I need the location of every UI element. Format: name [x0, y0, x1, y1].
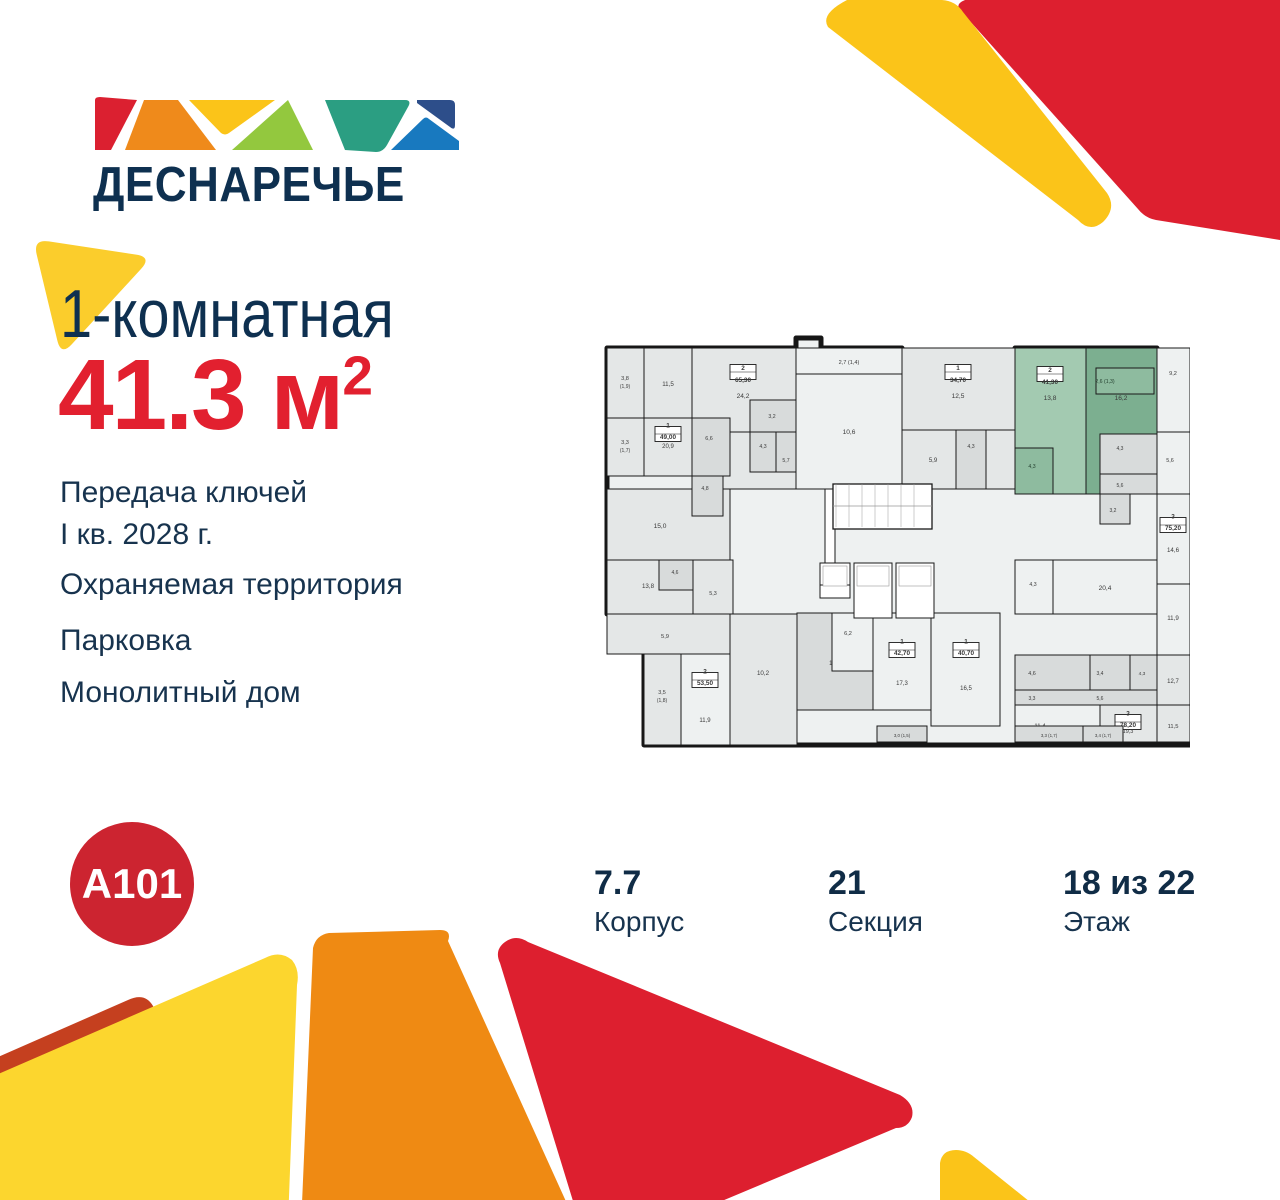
svg-text:12,7: 12,7 — [1167, 679, 1179, 685]
svg-text:3: 3 — [1126, 711, 1130, 718]
svg-text:3,0 (1,5): 3,0 (1,5) — [894, 733, 911, 738]
svg-text:3,2: 3,2 — [768, 414, 775, 420]
svg-text:1: 1 — [956, 365, 960, 372]
svg-text:20,9: 20,9 — [662, 444, 674, 450]
svg-text:34,70: 34,70 — [950, 377, 966, 384]
svg-text:10,2: 10,2 — [757, 670, 770, 677]
svg-text:65,30: 65,30 — [735, 377, 751, 384]
svg-text:4,3: 4,3 — [759, 444, 766, 450]
svg-text:42,70: 42,70 — [894, 650, 910, 657]
svg-text:6,6: 6,6 — [705, 436, 713, 442]
svg-text:24,2: 24,2 — [737, 393, 750, 400]
svg-text:5,9: 5,9 — [929, 458, 938, 464]
svg-text:(1,8): (1,8) — [657, 698, 668, 704]
svg-text:17,3: 17,3 — [896, 681, 908, 687]
svg-text:3: 3 — [1171, 514, 1175, 521]
svg-text:1: 1 — [666, 423, 670, 430]
svg-text:4,6: 4,6 — [672, 570, 679, 576]
svg-text:3,3 (1,7): 3,3 (1,7) — [1041, 733, 1058, 738]
svg-text:75,20: 75,20 — [1165, 525, 1181, 532]
svg-text:13,8: 13,8 — [1044, 395, 1057, 402]
svg-text:4,3: 4,3 — [1117, 446, 1124, 452]
svg-text:49,00: 49,00 — [660, 434, 676, 441]
svg-text:(1,9): (1,9) — [620, 384, 631, 390]
svg-text:2: 2 — [703, 669, 707, 676]
svg-text:5,9: 5,9 — [661, 634, 669, 640]
svg-text:5,6: 5,6 — [1097, 696, 1104, 702]
svg-text:5,3: 5,3 — [709, 591, 717, 597]
svg-text:4,3: 4,3 — [1028, 464, 1035, 470]
svg-text:2: 2 — [1048, 367, 1052, 374]
svg-text:11,9: 11,9 — [699, 718, 711, 724]
svg-text:11,5: 11,5 — [1168, 724, 1179, 730]
svg-text:3,3: 3,3 — [621, 440, 629, 446]
svg-text:20,4: 20,4 — [1099, 585, 1112, 592]
svg-text:(1,7): (1,7) — [620, 448, 631, 454]
svg-text:2,7 (1,4): 2,7 (1,4) — [839, 360, 860, 366]
svg-text:13,8: 13,8 — [642, 583, 655, 590]
svg-text:19,3: 19,3 — [1123, 729, 1134, 735]
svg-text:16,2: 16,2 — [1115, 395, 1128, 402]
svg-text:5,6: 5,6 — [1166, 458, 1174, 464]
svg-text:5,6: 5,6 — [1117, 483, 1124, 489]
svg-text:40,70: 40,70 — [958, 650, 974, 657]
svg-text:1: 1 — [964, 639, 968, 646]
svg-text:3,3: 3,3 — [1029, 696, 1036, 702]
svg-text:5,7: 5,7 — [782, 458, 789, 464]
svg-text:16,5: 16,5 — [960, 686, 972, 692]
svg-text:14,6: 14,6 — [1167, 547, 1180, 554]
svg-text:11,5: 11,5 — [662, 381, 674, 388]
svg-text:4,3: 4,3 — [1139, 671, 1146, 677]
svg-text:3,2: 3,2 — [1110, 508, 1117, 514]
svg-text:4,6: 4,6 — [1028, 671, 1036, 677]
svg-text:53,50: 53,50 — [697, 680, 713, 687]
svg-text:3,4: 3,4 — [1097, 671, 1104, 677]
svg-text:3,8: 3,8 — [621, 376, 629, 382]
svg-text:4,8: 4,8 — [701, 486, 708, 492]
svg-text:6,2: 6,2 — [844, 631, 852, 637]
svg-text:3,4 (1,7): 3,4 (1,7) — [1095, 733, 1112, 738]
svg-text:2,6 (1,3): 2,6 (1,3) — [1095, 379, 1115, 385]
svg-text:4,3: 4,3 — [967, 444, 974, 450]
svg-text:3,5: 3,5 — [658, 690, 666, 696]
svg-text:1: 1 — [900, 639, 904, 646]
svg-text:15,0: 15,0 — [654, 523, 667, 530]
svg-text:11,9: 11,9 — [1167, 615, 1179, 622]
svg-text:2: 2 — [741, 365, 745, 372]
svg-text:4,3: 4,3 — [1029, 582, 1036, 588]
svg-text:10,6: 10,6 — [843, 429, 856, 436]
svg-text:9,2: 9,2 — [1169, 371, 1177, 377]
svg-text:12,5: 12,5 — [952, 393, 965, 400]
svg-text:41,30: 41,30 — [1042, 379, 1058, 386]
